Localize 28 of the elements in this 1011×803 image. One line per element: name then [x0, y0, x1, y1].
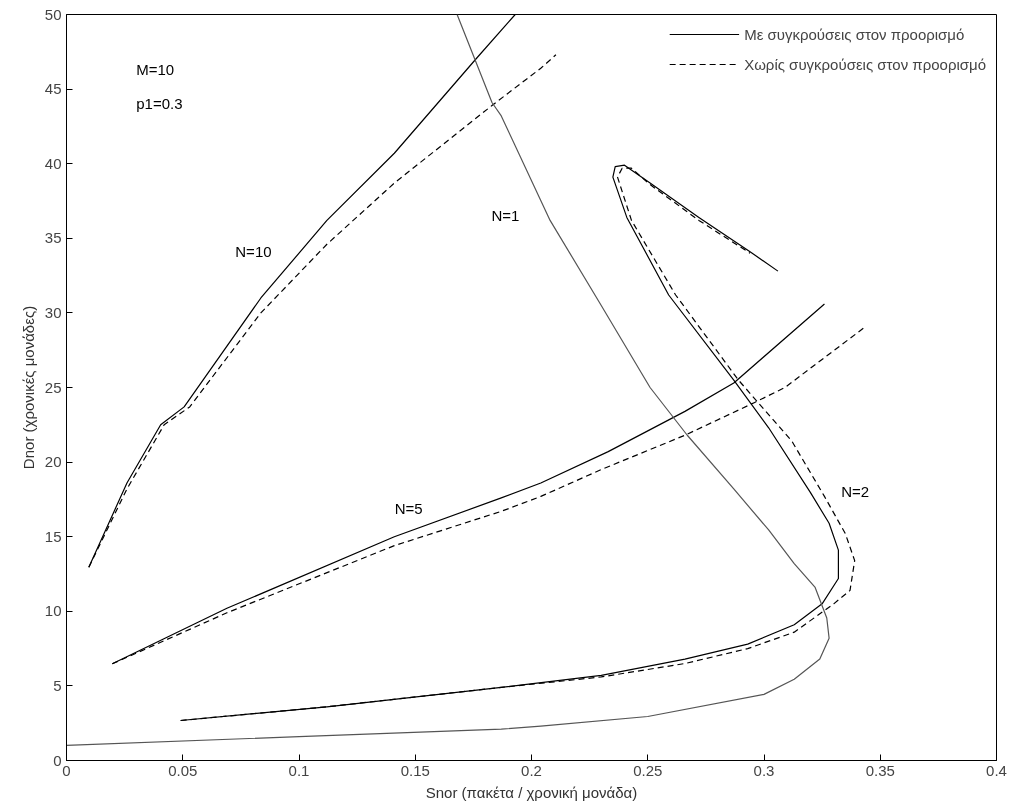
- x-tick-label: 0.35: [865, 761, 895, 779]
- annotation: N=5: [394, 499, 423, 517]
- y-tick-label: 5: [53, 676, 62, 694]
- x-tick-label: 0.15: [400, 761, 430, 779]
- y-tick-label: 50: [44, 5, 62, 23]
- x-tick-label: 0.25: [633, 761, 663, 779]
- x-tick-label: 0.2: [521, 761, 542, 779]
- y-tick-label: 35: [44, 229, 62, 247]
- y-tick-label: 25: [44, 378, 62, 396]
- y-tick-label: 40: [44, 154, 62, 172]
- legend-label: Με συγκρούσεις στον προορισμό: [744, 25, 965, 43]
- annotation: M=10: [136, 61, 175, 79]
- y-tick-label: 30: [44, 303, 62, 321]
- annotation: N=2: [841, 483, 870, 501]
- x-tick-label: 0.1: [288, 761, 310, 779]
- x-tick-label: 0.05: [168, 761, 198, 779]
- x-tick-label: 0.3: [753, 761, 775, 779]
- y-tick-label: 20: [44, 453, 62, 471]
- y-tick-label: 10: [44, 602, 62, 620]
- y-tick-label: 45: [44, 80, 62, 98]
- x-tick-label: 0.4: [986, 761, 1007, 779]
- annotation: N=1: [491, 207, 520, 225]
- legend-label: Χωρίς συγκρούσεις στον προορισμό: [744, 55, 986, 73]
- y-tick-label: 15: [44, 527, 62, 545]
- annotation: p1=0.3: [136, 94, 183, 112]
- x-axis-title: Snor (πακέτα / χρονική μονάδα): [425, 783, 638, 801]
- annotation: N=10: [235, 243, 272, 261]
- y-axis-title: Dnor (χρονικές μονάδες): [19, 305, 37, 470]
